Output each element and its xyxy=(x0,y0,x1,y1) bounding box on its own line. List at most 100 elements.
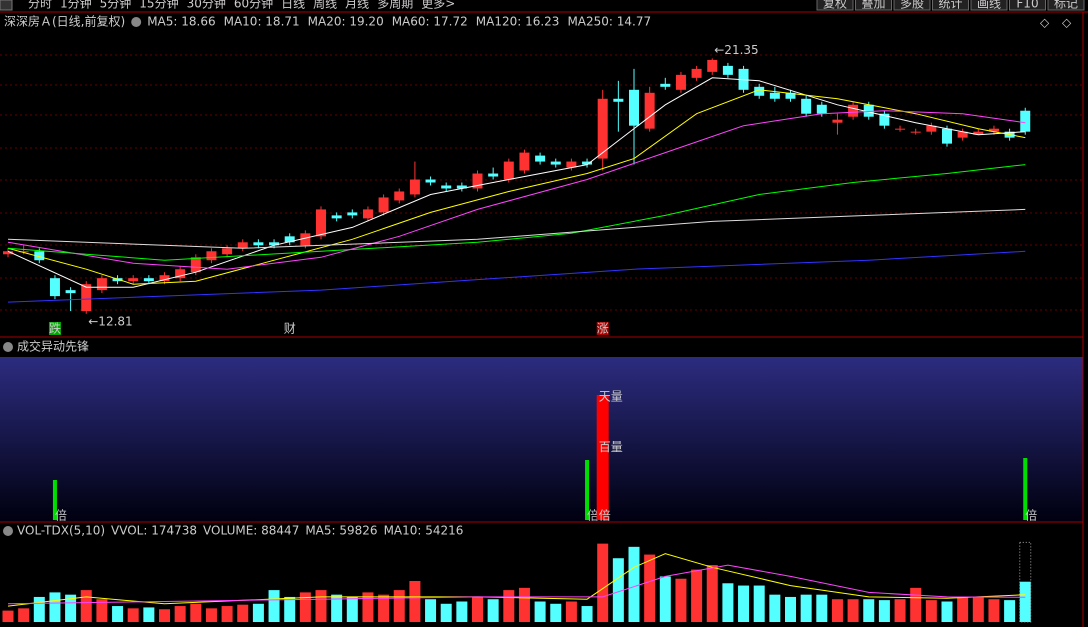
toolbar-button[interactable] xyxy=(893,0,931,11)
toolbar-button[interactable] xyxy=(1047,0,1085,11)
toolbar-button-label[interactable]: 统计 xyxy=(938,0,962,11)
candle-body xyxy=(128,278,139,282)
period-tab[interactable]: 日线 xyxy=(281,0,305,11)
volume-bar xyxy=(534,601,546,622)
candle-body xyxy=(65,290,76,294)
volume-bar xyxy=(597,543,609,622)
signal-background xyxy=(0,357,1083,521)
volume-bar xyxy=(49,592,61,622)
volume-bar xyxy=(941,601,953,622)
signal-bar xyxy=(52,480,57,520)
period-tab[interactable]: 30分钟 xyxy=(187,0,226,11)
candle-body xyxy=(362,209,373,219)
ma-indicator: MA120: 16.23 xyxy=(476,15,560,29)
toolbar-button[interactable] xyxy=(970,0,1008,11)
candle-body xyxy=(535,155,546,162)
volume-bar xyxy=(957,596,969,622)
signal-bar xyxy=(596,395,609,520)
candle-body xyxy=(629,89,639,126)
candle-body xyxy=(988,128,999,132)
candle-body xyxy=(942,128,952,144)
period-tab[interactable]: 60分钟 xyxy=(234,0,273,11)
toolbar-button-label[interactable]: F10 xyxy=(1016,0,1038,11)
candle-body xyxy=(175,269,186,279)
candle-body xyxy=(785,92,796,99)
volume-bar xyxy=(785,596,796,622)
volume-indicator: MA5: 59826 xyxy=(305,524,377,538)
candle-body xyxy=(926,125,937,132)
event-marker-bg xyxy=(48,322,61,335)
volume-bar xyxy=(362,592,374,622)
volume-bar xyxy=(972,596,984,622)
toolbar-button-label[interactable]: 复权 xyxy=(823,0,847,11)
ma-indicator: MA60: 17.72 xyxy=(392,15,468,29)
icon[interactable]: ◇ xyxy=(1040,16,1050,30)
price-annotation: ←21.35 xyxy=(714,43,758,57)
candle-body xyxy=(300,233,311,246)
candle-body xyxy=(331,215,342,219)
volume-bar xyxy=(659,576,671,622)
signal-label: 倍 xyxy=(55,508,67,523)
collapse-icon[interactable] xyxy=(3,526,13,536)
period-tab[interactable]: 15分钟 xyxy=(139,0,178,11)
period-tab[interactable]: 更多> xyxy=(421,0,455,11)
menu-icon[interactable] xyxy=(0,0,13,11)
ma-line xyxy=(7,77,1026,288)
collapse-icon[interactable] xyxy=(3,342,13,352)
icon[interactable]: ◇ xyxy=(1062,16,1072,30)
candle-body xyxy=(347,212,358,216)
candle-body xyxy=(973,131,984,135)
volume-indicator: VVOL: 174738 xyxy=(111,524,197,538)
volume-bar xyxy=(299,592,311,622)
signal-label: 倍 xyxy=(1025,508,1037,523)
toolbar-button-label[interactable]: 多股 xyxy=(900,0,924,11)
volume-bar xyxy=(378,594,390,622)
period-tab[interactable]: 分时 xyxy=(28,0,52,11)
vvol-box xyxy=(1019,541,1032,623)
volume-bar xyxy=(221,606,233,622)
period-tab[interactable]: 月线 xyxy=(345,0,369,11)
signal-label: 百量 xyxy=(599,440,623,454)
candle-body xyxy=(566,161,577,168)
volume-bar xyxy=(346,596,358,622)
volume-bar xyxy=(722,583,734,622)
period-tab[interactable]: 5分钟 xyxy=(100,0,132,11)
toolbar-button-label[interactable]: 画线 xyxy=(977,0,1001,11)
volume-bar xyxy=(268,590,280,622)
volume-bar xyxy=(831,599,843,622)
candle-body xyxy=(550,161,561,165)
toolbar-button[interactable] xyxy=(855,0,892,11)
volume-bar xyxy=(753,585,765,622)
signal-label: 天量 xyxy=(599,390,623,404)
candle-body xyxy=(284,236,295,243)
toolbar-button[interactable] xyxy=(932,0,969,11)
volume-bar xyxy=(706,565,718,622)
volume-bar xyxy=(33,596,45,622)
volume-bar xyxy=(2,610,14,622)
toolbar-button-label[interactable]: 叠加 xyxy=(861,0,885,11)
toolbar-button[interactable] xyxy=(816,0,854,11)
candle-body xyxy=(49,278,60,297)
candle-body xyxy=(269,242,280,246)
candle-body xyxy=(613,98,624,102)
volume-bar xyxy=(863,599,875,622)
candle-body xyxy=(957,131,968,138)
toolbar-button-label[interactable]: 标记 xyxy=(1054,0,1078,11)
candle-body xyxy=(143,278,154,282)
collapse-icon[interactable] xyxy=(131,17,142,27)
volume-bar xyxy=(1004,600,1016,622)
candle-body xyxy=(879,113,890,126)
volume-indicator: VOL-TDX(5,10) xyxy=(17,524,105,538)
period-tab[interactable]: 周线 xyxy=(313,0,337,11)
candle-body xyxy=(707,59,718,72)
candle-body xyxy=(441,185,452,189)
volume-bar xyxy=(800,594,812,622)
period-tab[interactable]: 多周期 xyxy=(377,0,413,11)
volume-bar xyxy=(878,600,890,622)
toolbar-button[interactable] xyxy=(1009,0,1046,11)
period-tab[interactable]: 1分钟 xyxy=(60,0,92,11)
candle-body xyxy=(863,104,874,117)
volume-bar xyxy=(112,606,124,622)
candle-body xyxy=(456,185,467,189)
